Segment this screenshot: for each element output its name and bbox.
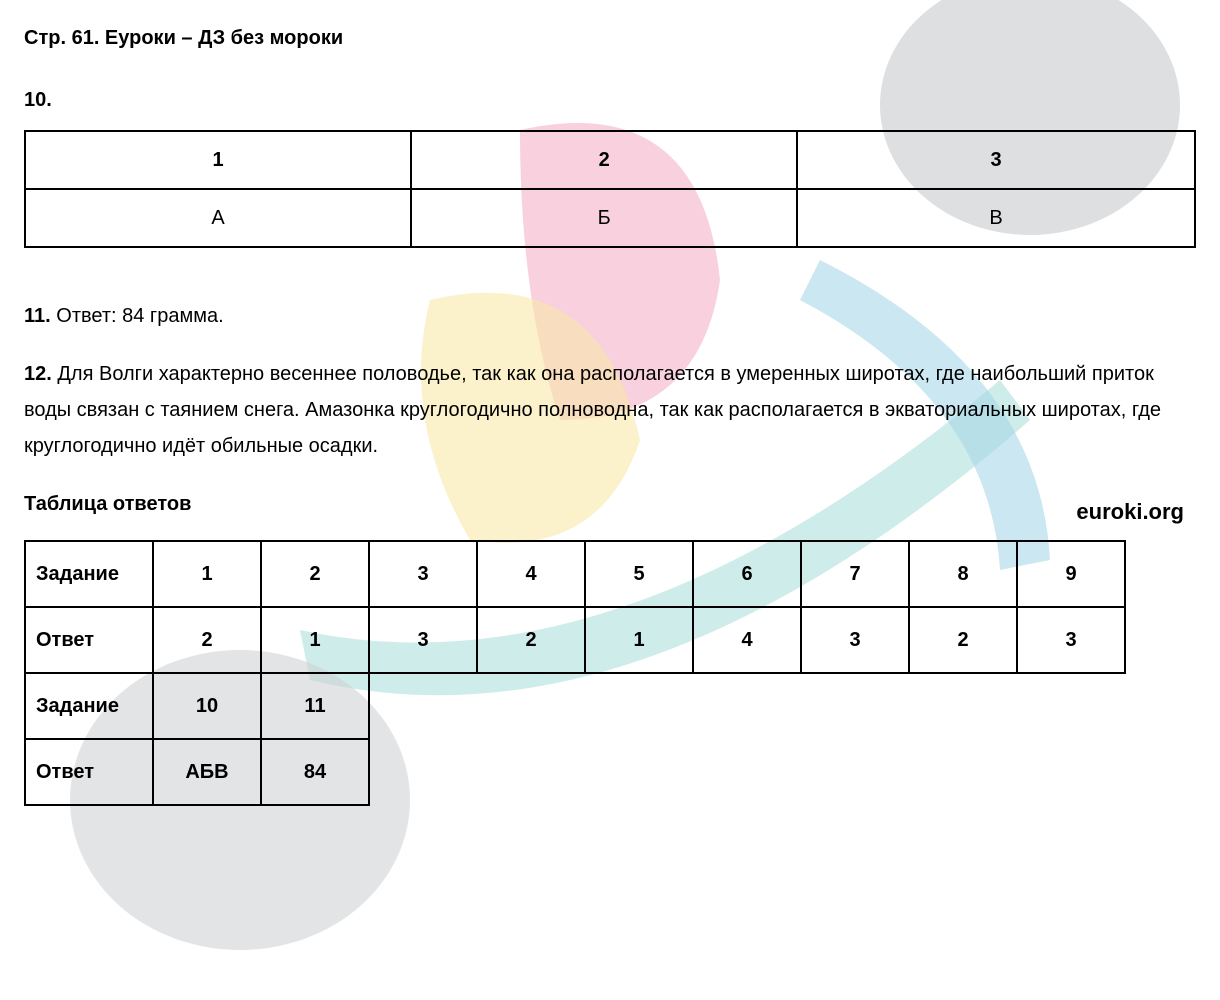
- task-cell: 1: [153, 541, 261, 607]
- page-title: Стр. 61. Еуроки – ДЗ без мороки: [24, 20, 1196, 56]
- task-12-number: 12.: [24, 363, 52, 385]
- task-12-text: Для Волги характерно весеннее половодье,…: [24, 363, 1161, 457]
- answer-cell: 4: [693, 607, 801, 673]
- task-cell: 9: [1017, 541, 1125, 607]
- answer-cell: 2: [477, 607, 585, 673]
- answer-cell: 2: [153, 607, 261, 673]
- task-cell: 4: [477, 541, 585, 607]
- task-cell: 3: [369, 541, 477, 607]
- task-10-table: 1 2 3 А Б В: [24, 130, 1196, 248]
- task-11-number: 11.: [24, 305, 51, 327]
- table1-header-cell: 2: [411, 131, 797, 189]
- row-label-task: Задание: [25, 541, 153, 607]
- table1-header-cell: 1: [25, 131, 411, 189]
- task-cell: 10: [153, 673, 261, 739]
- answer-cell: 3: [801, 607, 909, 673]
- table1-value-cell: Б: [411, 189, 797, 247]
- row-label-answer: Ответ: [25, 607, 153, 673]
- row-label-task: Задание: [25, 673, 153, 739]
- page-content: Стр. 61. Еуроки – ДЗ без мороки 10. 1 2 …: [24, 20, 1196, 806]
- answer-cell: 1: [261, 607, 369, 673]
- table1-value-cell: А: [25, 189, 411, 247]
- answer-cell: 1: [585, 607, 693, 673]
- task-10-number: 10.: [24, 82, 1196, 118]
- answer-cell: 84: [261, 739, 369, 805]
- answer-cell: АБВ: [153, 739, 261, 805]
- task-cell: 8: [909, 541, 1017, 607]
- table1-header-cell: 3: [797, 131, 1195, 189]
- answers-table-wrap: Задание 1 2 3 4 5 6 7 8 9 Ответ 2 1 3 2 …: [24, 540, 1196, 806]
- task-cell: 5: [585, 541, 693, 607]
- task-cell: 7: [801, 541, 909, 607]
- task-cell: 11: [261, 673, 369, 739]
- task-cell: 6: [693, 541, 801, 607]
- answer-cell: 3: [1017, 607, 1125, 673]
- task-11-answer: Ответ: 84 грамма.: [56, 305, 223, 327]
- site-watermark-text: euroki.org: [1076, 492, 1184, 532]
- answers-table-title: Таблица ответов: [24, 486, 1196, 522]
- answers-table-part1: Задание 1 2 3 4 5 6 7 8 9 Ответ 2 1 3 2 …: [24, 540, 1126, 806]
- answer-cell: 2: [909, 607, 1017, 673]
- task-cell: 2: [261, 541, 369, 607]
- task-11: 11. Ответ: 84 грамма.: [24, 298, 1196, 334]
- table1-value-cell: В: [797, 189, 1195, 247]
- row-label-answer: Ответ: [25, 739, 153, 805]
- answer-cell: 3: [369, 607, 477, 673]
- task-12: 12. Для Волги характерно весеннее полово…: [24, 356, 1196, 464]
